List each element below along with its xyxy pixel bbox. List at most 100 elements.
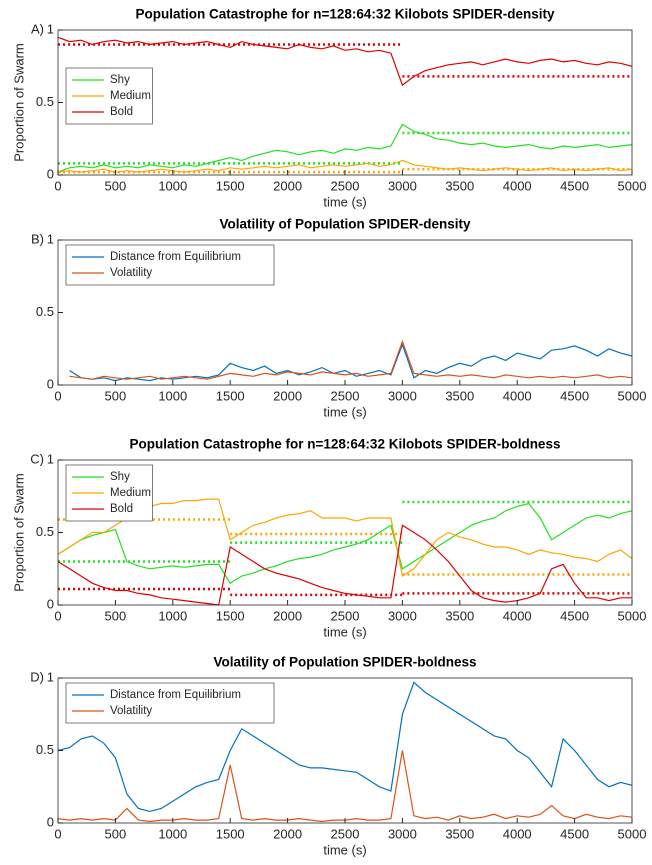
x-tick-label: 1000 [158,178,187,193]
x-tick-label: 0 [54,826,61,841]
x-tick-label: 5000 [618,388,647,403]
x-tick-label: 3500 [445,608,474,623]
x-axis-label: time (s) [323,194,366,209]
plot-area [58,460,632,605]
legend-label: Distance from Equilibrium [110,251,241,263]
plot-clip [69,339,633,382]
x-tick-label: 5000 [618,608,647,623]
x-tick-label: 2000 [273,826,302,841]
panel: Volatility of Population SPIDER-density B… [31,217,646,420]
y-tick-label: 0.5 [36,524,54,539]
plot-area [58,30,632,175]
y-tick-label: 0 [47,376,54,391]
x-axis-label: time (s) [323,404,366,419]
x-tick-label: 1000 [158,388,187,403]
legend-label: Bold [110,503,133,515]
x-tick-label: 4500 [560,826,589,841]
panel-label: B) [31,231,44,246]
y-tick-label: 0.5 [36,304,54,319]
panel-label: D) [30,669,44,684]
x-tick-label: 1000 [158,826,187,841]
x-tick-label: 2000 [273,178,302,193]
x-axis-label: time (s) [323,842,366,857]
series-line [57,123,633,173]
y-tick-label: 0 [47,814,54,829]
series-line [57,681,633,813]
panel: Population Catastrophe for n=128:64:32 K… [11,7,646,210]
chart-title: Volatility of Population SPIDER-density [219,217,471,232]
y-tick-label: 1 [47,669,54,684]
x-tick-label: 3000 [388,608,417,623]
x-tick-label: 4000 [503,608,532,623]
x-tick-label: 5000 [618,826,647,841]
y-tick-label: 1 [47,451,54,466]
legend-label: Medium [110,487,151,499]
x-tick-label: 3000 [388,388,417,403]
x-tick-label: 4500 [560,388,589,403]
x-axis-label: time (s) [323,624,366,639]
x-tick-label: 0 [54,178,61,193]
legend-label: Volatility [110,267,152,279]
x-tick-label: 1500 [216,388,245,403]
series-line [69,342,633,382]
y-tick-label: 0.5 [36,94,54,109]
chart-title: Volatility of Population SPIDER-boldness [213,655,476,670]
chart-title: Population Catastrophe for n=128:64:32 K… [130,437,561,452]
y-tick-label: 1 [47,21,54,36]
x-tick-label: 500 [105,826,127,841]
x-tick-label: 3000 [388,178,417,193]
x-tick-label: 2500 [331,826,360,841]
x-tick-label: 3500 [445,388,474,403]
plot-clip [57,498,633,606]
x-tick-label: 4000 [503,826,532,841]
x-tick-label: 5000 [618,178,647,193]
series-line [57,36,633,87]
x-tick-label: 500 [105,608,127,623]
series-line [57,524,632,606]
legend-label: Bold [110,106,133,118]
legend-box [65,244,275,286]
panel-label: A) [31,21,44,36]
x-tick-label: 2000 [273,608,302,623]
x-tick-label: 4000 [503,178,532,193]
y-axis-label: Proportion of Swarm [11,43,26,162]
legend-box [65,682,275,724]
x-tick-label: 1500 [216,178,245,193]
panel-label: C) [30,451,44,466]
x-tick-label: 1000 [158,608,187,623]
x-tick-label: 2500 [331,388,360,403]
x-tick-label: 500 [105,388,127,403]
legend-label: Volatility [110,705,152,717]
x-tick-label: 3500 [445,178,474,193]
x-tick-label: 500 [105,178,127,193]
y-tick-label: 0.5 [36,742,54,757]
y-tick-label: 0 [47,596,54,611]
x-tick-label: 3500 [445,826,474,841]
x-tick-label: 3000 [388,826,417,841]
y-tick-label: 1 [47,231,54,246]
x-tick-label: 4500 [560,608,589,623]
y-tick-label: 0 [47,166,54,181]
series-line [57,498,633,577]
legend-label: Shy [110,74,130,86]
x-tick-label: 0 [54,388,61,403]
x-tick-label: 1500 [216,826,245,841]
panel: Volatility of Population SPIDER-boldness… [30,655,646,858]
x-tick-label: 2500 [331,608,360,623]
series-line [69,339,633,380]
legend-label: Distance from Equilibrium [110,689,241,701]
series-line [57,159,633,173]
x-tick-label: 4000 [503,388,532,403]
x-tick-label: 2000 [273,388,302,403]
legend-label: Medium [110,90,151,102]
x-tick-label: 4500 [560,178,589,193]
chart-title: Population Catastrophe for n=128:64:32 K… [136,7,555,22]
panel: Population Catastrophe for n=128:64:32 K… [11,437,646,640]
legend-label: Shy [110,471,130,483]
y-axis-label: Proportion of Swarm [11,473,26,592]
x-tick-label: 2500 [331,178,360,193]
series-line [57,502,633,585]
x-tick-label: 0 [54,608,61,623]
x-tick-label: 1500 [216,608,245,623]
